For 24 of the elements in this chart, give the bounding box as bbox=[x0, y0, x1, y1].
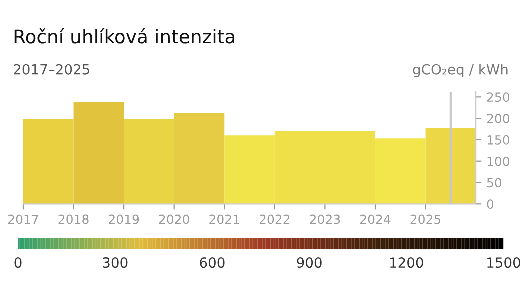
y-axis-title: gCO₂eq / kWh bbox=[413, 64, 508, 78]
color-bar-label: 600 bbox=[200, 258, 225, 268]
x-tick-label: 2021 bbox=[210, 214, 240, 224]
y-tick-label: 250 bbox=[487, 92, 510, 102]
x-tick-label: 2019 bbox=[109, 214, 140, 224]
x-tick-label: 2018 bbox=[58, 214, 89, 224]
x-tick-label: 2025 bbox=[410, 214, 441, 224]
color-bar-label: 900 bbox=[297, 258, 322, 268]
x-tick-label: 2024 bbox=[360, 214, 391, 224]
y-tick-label: 0 bbox=[487, 200, 494, 210]
x-tick-label: 2020 bbox=[159, 214, 190, 224]
y-tick-label: 150 bbox=[488, 135, 510, 145]
chart-title: Roční uhlíková intenzita bbox=[14, 28, 235, 44]
y-tick-label: 50 bbox=[487, 178, 502, 188]
x-tick-label: 2017 bbox=[8, 214, 38, 224]
y-tick-label: 200 bbox=[487, 114, 510, 124]
x-tick-label: 2022 bbox=[260, 214, 290, 224]
color-bar-label: 1200 bbox=[390, 258, 424, 268]
y-tick-label: 100 bbox=[488, 156, 510, 166]
color-bar-label: 1500 bbox=[488, 258, 520, 268]
color-bar-label: 300 bbox=[103, 258, 128, 268]
x-tick-label: 2023 bbox=[310, 214, 340, 224]
chart-subtitle: 2017–2025 bbox=[14, 64, 90, 75]
color-bar-label: 0 bbox=[14, 258, 22, 268]
